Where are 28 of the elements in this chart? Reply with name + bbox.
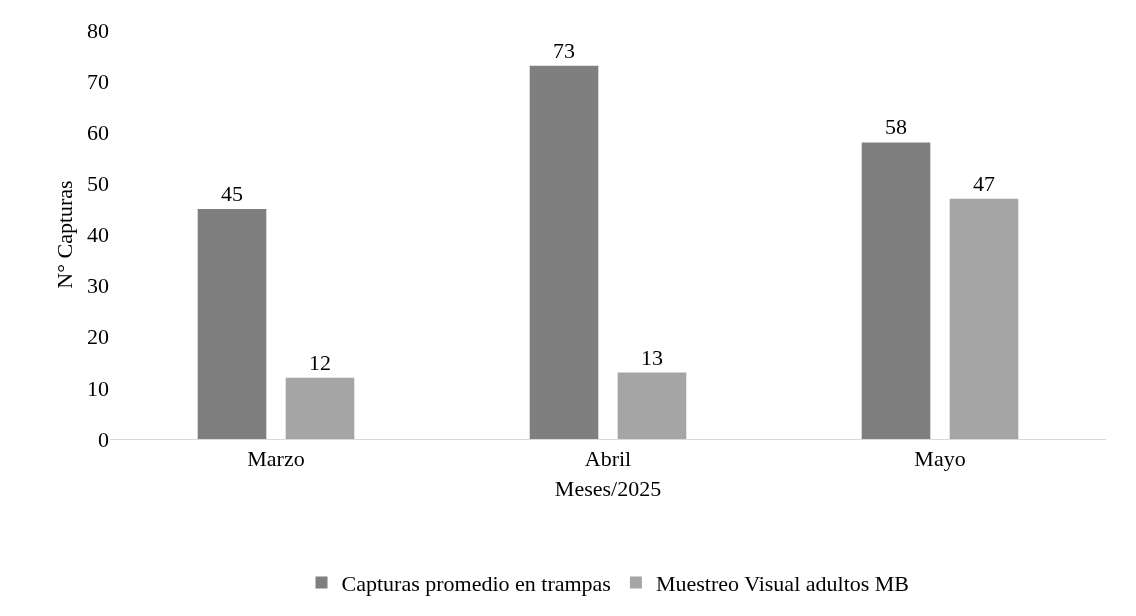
x-tick-label: Marzo xyxy=(247,446,305,472)
data-label: 13 xyxy=(640,344,663,370)
data-label: 47 xyxy=(972,170,995,196)
y-tick-label: 0 xyxy=(98,426,109,452)
bar xyxy=(949,198,1019,439)
y-tick-label: 70 xyxy=(87,68,109,94)
y-tick-label: 80 xyxy=(87,17,109,43)
legend-label: Capturas promedio en trampas xyxy=(341,571,611,597)
data-label: 73 xyxy=(553,37,576,63)
x-tick-label: Abril xyxy=(584,446,632,472)
y-tick-label: 50 xyxy=(87,171,109,197)
y-tick-label: 30 xyxy=(87,273,109,299)
y-tick-label: 40 xyxy=(87,222,109,248)
bar xyxy=(861,142,931,439)
y-tick-label: 20 xyxy=(87,324,109,350)
y-tick-label: 10 xyxy=(87,375,109,401)
bar xyxy=(617,372,687,439)
y-tick-label: 60 xyxy=(87,119,109,145)
bar xyxy=(529,65,599,439)
data-label: 58 xyxy=(885,114,908,140)
y-axis-title: N° Capturas xyxy=(51,180,77,289)
bar xyxy=(285,377,355,439)
bar xyxy=(197,208,267,439)
x-tick-label: Mayo xyxy=(914,446,966,472)
data-label: 45 xyxy=(221,180,244,206)
legend-label: Muestreo Visual adultos MB xyxy=(655,571,910,597)
x-axis-title: Meses/2025 xyxy=(554,476,662,502)
data-label: 12 xyxy=(308,349,331,375)
